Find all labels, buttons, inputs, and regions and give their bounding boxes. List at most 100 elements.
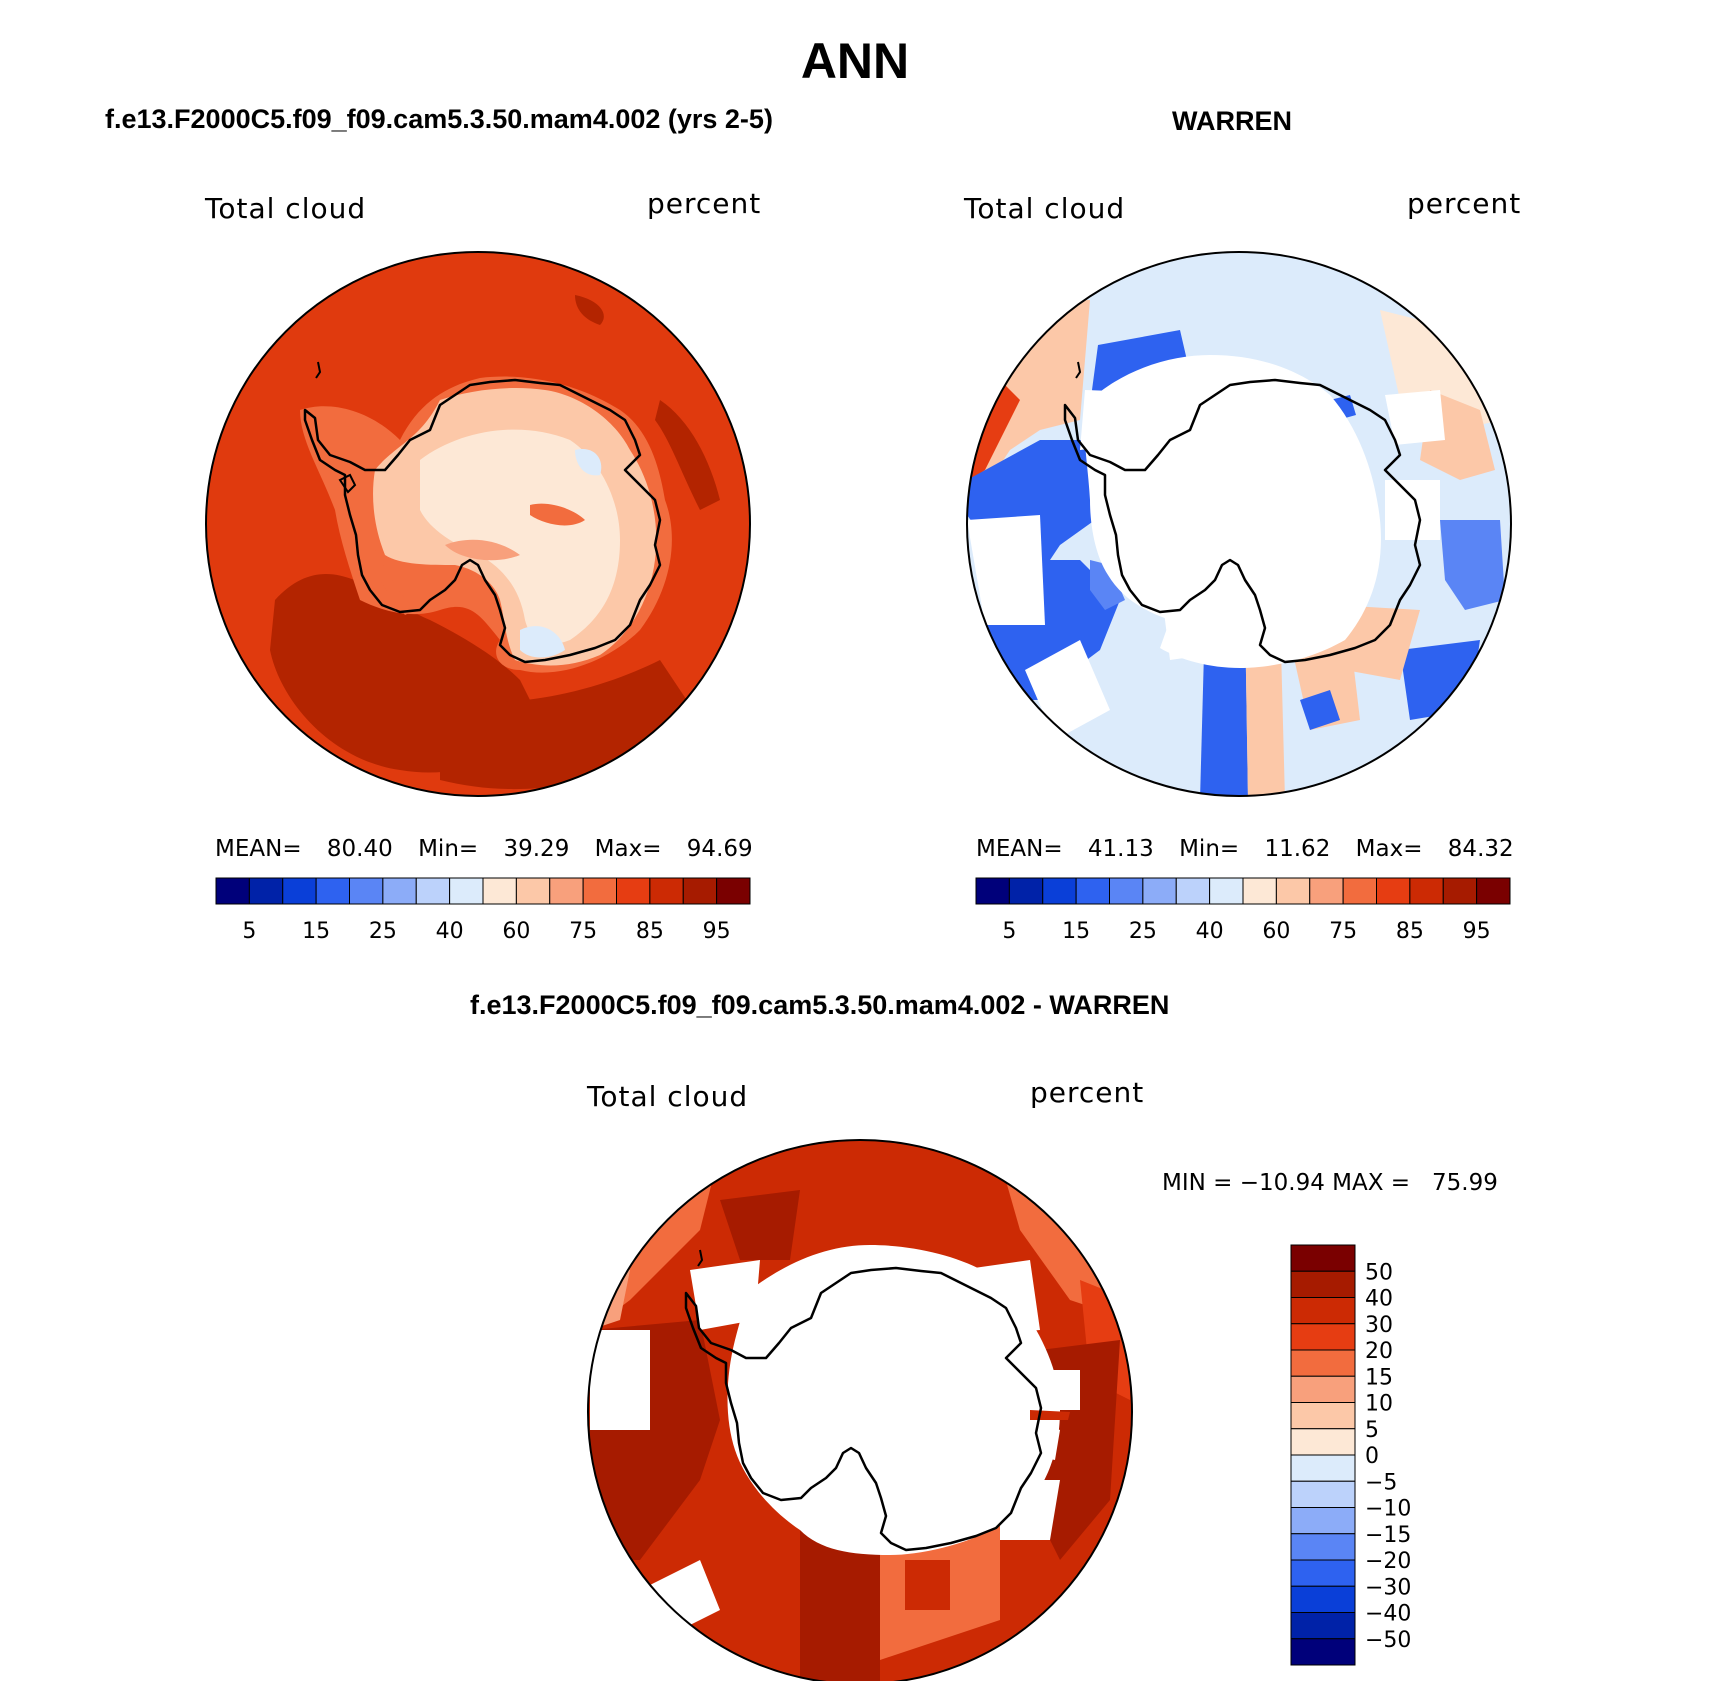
diff-colorbar-cell xyxy=(1290,1375,1356,1403)
obs-mean-label: MEAN= xyxy=(976,836,1063,862)
obs-stats: MEAN= 41.13 Min= 11.62 Max= 84.32 xyxy=(976,836,1514,862)
diff-colorbar-label: 0 xyxy=(1365,1444,1379,1469)
diff-colorbar-label: 20 xyxy=(1365,1339,1393,1364)
diff-colorbar-label: −15 xyxy=(1365,1523,1411,1548)
diff-colorbar-label: −30 xyxy=(1365,1575,1411,1600)
obs-colorbar-label: 5 xyxy=(1002,919,1016,944)
model-mean-label: MEAN= xyxy=(215,836,302,862)
model-colorbar-cell xyxy=(682,877,718,905)
model-colorbar-cell xyxy=(349,877,384,905)
obs-mean-value: 41.13 xyxy=(1087,836,1154,862)
model-colorbar-cell xyxy=(449,877,484,905)
diff-colorbar-label: −10 xyxy=(1365,1497,1411,1522)
diff-colorbar-cell xyxy=(1290,1349,1356,1377)
obs-colorbar-label: 25 xyxy=(1129,919,1157,944)
model-max-value: 94.69 xyxy=(686,836,753,862)
model-colorbar-cell xyxy=(716,877,751,905)
diff-colorbar-cell xyxy=(1290,1585,1356,1613)
diff-colorbar-label: 10 xyxy=(1365,1392,1393,1417)
model-panel-title: f.e13.F2000C5.f09_f09.cam5.3.50.mam4.002… xyxy=(105,104,773,134)
diff-variable-label: Total cloud xyxy=(587,1080,749,1113)
diff-colorbar-label: 5 xyxy=(1365,1418,1379,1443)
model-colorbar-cell xyxy=(382,877,417,905)
model-stats: MEAN= 80.40 Min= 39.29 Max= 94.69 xyxy=(215,836,753,862)
obs-min-label: Min= xyxy=(1179,836,1240,862)
model-colorbar-label: 95 xyxy=(703,919,731,944)
diff-colorbar-label: 40 xyxy=(1365,1287,1393,1312)
diff-colorbar-cell xyxy=(1290,1638,1356,1666)
diff-colorbar-label: −50 xyxy=(1365,1628,1411,1653)
model-colorbar-cell xyxy=(415,877,451,905)
obs-variable-label: Total cloud xyxy=(964,192,1126,225)
diff-colorbar-cell xyxy=(1290,1323,1356,1351)
model-units-label: percent xyxy=(647,187,762,220)
diff-colorbar-cell xyxy=(1290,1480,1356,1508)
model-colorbar-cell xyxy=(215,877,250,905)
diff-colorbar-cell xyxy=(1290,1612,1356,1640)
obs-colorbar-label: 95 xyxy=(1463,919,1491,944)
model-colorbar-label: 40 xyxy=(436,919,464,944)
diff-colorbar-cell xyxy=(1290,1507,1356,1535)
diff-colorbar-cell xyxy=(1290,1270,1356,1298)
model-colorbar-label: 85 xyxy=(636,919,664,944)
diff-colorbar-cell xyxy=(1290,1454,1356,1482)
obs-colorbar-cell xyxy=(1142,877,1177,905)
model-colorbar-cell xyxy=(515,877,551,905)
obs-colorbar-cell xyxy=(1376,877,1411,905)
model-colorbar-cell xyxy=(315,877,350,905)
diff-colorbar-label: 50 xyxy=(1365,1260,1393,1285)
diff-panel-title: f.e13.F2000C5.f09_f09.cam5.3.50.mam4.002… xyxy=(470,990,1170,1020)
obs-colorbar-cell xyxy=(1476,877,1511,905)
diff-units-label: percent xyxy=(1030,1076,1145,1109)
obs-colorbar-cell xyxy=(1275,877,1311,905)
diff-colorbar-cell xyxy=(1290,1297,1356,1325)
model-colorbar-label: 5 xyxy=(242,919,256,944)
obs-colorbar-label: 40 xyxy=(1196,919,1224,944)
obs-colorbar-cell xyxy=(1008,877,1044,905)
model-min-value: 39.29 xyxy=(503,836,570,862)
model-colorbar-cell xyxy=(482,877,517,905)
diff-colorbar-cell xyxy=(1290,1428,1356,1456)
obs-max-label: Max= xyxy=(1355,836,1423,862)
main-title: ANN xyxy=(800,33,910,89)
model-colorbar-label: 75 xyxy=(569,919,597,944)
obs-colorbar-label: 15 xyxy=(1062,919,1090,944)
diff-colorbar-label: 30 xyxy=(1365,1313,1393,1338)
diff-colorbar-label: −40 xyxy=(1365,1602,1411,1627)
obs-colorbar-cell xyxy=(1075,877,1110,905)
diff-colorbar-label: −20 xyxy=(1365,1549,1411,1574)
obs-min-value: 11.62 xyxy=(1264,836,1331,862)
model-variable-label: Total cloud xyxy=(205,192,367,225)
obs-colorbar-cell xyxy=(975,877,1010,905)
diff-colorbar-cell xyxy=(1290,1533,1356,1561)
obs-colorbar-cell xyxy=(1442,877,1478,905)
model-colorbar-label: 60 xyxy=(502,919,530,944)
obs-units-label: percent xyxy=(1407,187,1522,220)
diff-colorbar-label: 15 xyxy=(1365,1365,1393,1390)
diff-colorbar-cell xyxy=(1290,1244,1356,1272)
obs-colorbar-cell xyxy=(1109,877,1144,905)
model-colorbar-cell xyxy=(549,877,584,905)
model-colorbar-cell xyxy=(649,877,684,905)
obs-panel-title: WARREN xyxy=(1172,106,1292,136)
diff-colorbar-cell xyxy=(1290,1559,1356,1587)
diff-colorbar-label: −5 xyxy=(1365,1470,1397,1495)
obs-colorbar-label: 85 xyxy=(1396,919,1424,944)
diff-colorbar-cell xyxy=(1290,1402,1356,1430)
obs-max-value: 84.32 xyxy=(1447,836,1514,862)
obs-colorbar-label: 75 xyxy=(1329,919,1357,944)
model-colorbar-label: 25 xyxy=(369,919,397,944)
obs-colorbar-cell xyxy=(1409,877,1444,905)
model-colorbar-label: 15 xyxy=(302,919,330,944)
model-min-label: Min= xyxy=(418,836,479,862)
obs-colorbar-label: 60 xyxy=(1262,919,1290,944)
diff-minmax: MIN = −10.94 MAX = 75.99 xyxy=(1162,1170,1498,1196)
model-mean-value: 80.40 xyxy=(326,836,393,862)
